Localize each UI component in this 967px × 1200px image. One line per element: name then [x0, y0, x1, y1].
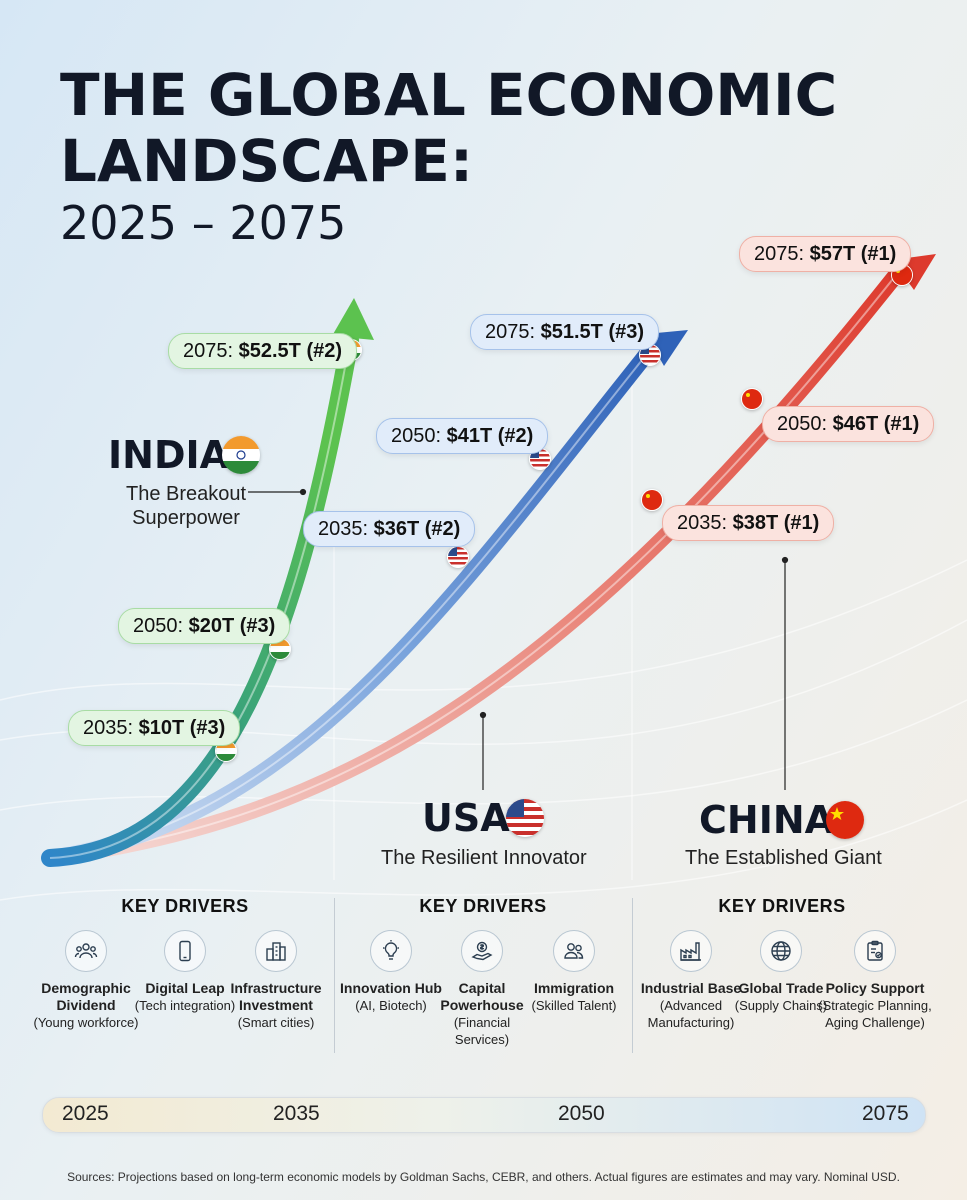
driver-title: Capital Powerhouse — [440, 980, 524, 1013]
driver-sub: (Young workforce) — [33, 1015, 139, 1030]
usa-2075-label: 2075: $51.5T (#3) — [470, 314, 660, 350]
swoosh-line — [0, 559, 967, 701]
driver-sub: (AI, Biotech) — [355, 998, 427, 1013]
china-curve — [42, 262, 908, 866]
driver-title: Demographic Dividend — [41, 980, 131, 1013]
driver-sub: (Strategic Planning, Aging Challenge) — [818, 998, 932, 1030]
timeline-year: 2075 — [862, 1102, 909, 1125]
usa-curve-highlight — [49, 349, 651, 859]
driver-sub: (Smart cities) — [237, 1015, 315, 1030]
timeline-year: 2035 — [273, 1102, 320, 1125]
driver-sub: (Supply Chains) — [734, 998, 828, 1013]
connector-dot — [479, 711, 487, 719]
title-line-1: THE GLOBAL ECONOMIC — [60, 61, 838, 129]
driver-sub: (Financial Services) — [453, 1015, 511, 1047]
timeline-year: 2025 — [62, 1102, 109, 1125]
swoosh-line — [0, 799, 967, 901]
india-tagline-1: The Breakout — [126, 483, 247, 505]
india-curve-highlight — [49, 339, 351, 859]
driver-item: Industrial Base (Advanced Manufacturing) — [635, 930, 747, 1031]
connector-dot — [781, 556, 789, 564]
india-arrowhead — [332, 298, 374, 340]
china-curve-highlight — [49, 269, 901, 859]
china-flag-icon — [826, 801, 864, 839]
india-tagline: The Breakout Superpower — [126, 482, 246, 530]
usa-curve — [42, 342, 658, 866]
driver-title: Infrastructure Investment — [230, 980, 322, 1013]
usa-flag-icon — [506, 799, 544, 837]
driver-title: Policy Support — [825, 980, 925, 996]
india-drivers-heading: KEY DRIVERS — [121, 896, 249, 916]
china-name: CHINA — [699, 798, 835, 842]
timeline-bar — [42, 1097, 926, 1133]
vertical-guides — [333, 360, 633, 880]
china-2075-label: 2075: $57T (#1) — [739, 236, 912, 272]
clipboard-icon — [854, 930, 896, 972]
series-india — [41, 298, 374, 867]
driver-sub: (Advanced Manufacturing) — [647, 998, 735, 1030]
driver-item: Capital Powerhouse (Financial Services) — [426, 930, 538, 1048]
india-2050-label: 2050: $20T (#3) — [118, 608, 291, 644]
india-flag-icon — [222, 436, 260, 474]
usa-2035-marker — [447, 546, 469, 568]
drivers-divider — [632, 898, 633, 1053]
india-2035-label: 2035: $10T (#3) — [68, 710, 241, 746]
page-title: THE GLOBAL ECONOMIC LANDSCAPE: — [60, 62, 880, 194]
china-2050-label: 2050: $46T (#1) — [762, 406, 935, 442]
swoosh-line — [0, 699, 967, 811]
china-tagline: The Established Giant — [685, 847, 882, 869]
usa-name: USA — [422, 796, 510, 840]
lightbulb-icon — [370, 930, 412, 972]
driver-sub: (Tech integration) — [134, 998, 236, 1013]
driver-item: Immigration (Skilled Talent) — [518, 930, 630, 1014]
sources-note: Sources: Projections based on long-term … — [67, 1170, 900, 1184]
title-line-2: LANDSCAPE: — [60, 127, 474, 195]
driver-title: Innovation Hub — [340, 980, 442, 996]
driver-title: Digital Leap — [145, 980, 225, 996]
china-drivers: KEY DRIVERS Industrial Base (Advanced Ma… — [637, 896, 932, 1030]
driver-title: Global Trade — [738, 980, 824, 996]
china-2050-marker — [741, 388, 763, 410]
users-icon — [553, 930, 595, 972]
usa-tagline: The Resilient Innovator — [381, 847, 587, 869]
buildings-icon — [255, 930, 297, 972]
china-2035-label: 2035: $38T (#1) — [662, 505, 835, 541]
money-hand-icon — [461, 930, 503, 972]
title-years: 2025 – 2075 — [60, 196, 347, 250]
smartphone-icon — [164, 930, 206, 972]
china-drivers-heading: KEY DRIVERS — [718, 896, 846, 916]
driver-item: Infrastructure Investment (Smart cities) — [220, 930, 332, 1031]
india-name: INDIA — [108, 433, 230, 477]
china-2035-marker — [641, 489, 663, 511]
driver-item: Demographic Dividend (Young workforce) — [30, 930, 142, 1031]
factory-icon — [670, 930, 712, 972]
usa-2050-label: 2050: $41T (#2) — [376, 418, 549, 454]
drivers-divider — [334, 898, 335, 1053]
driver-item: Global Trade (Supply Chains) — [725, 930, 837, 1014]
usa-2035-label: 2035: $36T (#2) — [303, 511, 476, 547]
usa-drivers-heading: KEY DRIVERS — [419, 896, 547, 916]
driver-title: Industrial Base — [640, 980, 742, 996]
driver-title: Immigration — [533, 980, 615, 996]
connector-lines — [248, 488, 789, 790]
timeline-year: 2050 — [558, 1102, 605, 1125]
connector-dot — [299, 488, 307, 496]
driver-item: Policy Support (Strategic Planning, Agin… — [815, 930, 935, 1031]
globe-icon — [760, 930, 802, 972]
india-drivers: KEY DRIVERS Demographic Dividend (Young … — [33, 896, 330, 1030]
driver-item: Digital Leap (Tech integration) — [129, 930, 241, 1014]
driver-sub: (Skilled Talent) — [531, 998, 617, 1013]
usa-drivers: KEY DRIVERS Innovation Hub (AI, Biotech)… — [337, 896, 629, 1047]
driver-item: Innovation Hub (AI, Biotech) — [335, 930, 447, 1014]
india-curve — [41, 331, 359, 867]
india-2075-label: 2075: $52.5T (#2) — [168, 333, 358, 369]
people-icon — [65, 930, 107, 972]
india-tagline-2: Superpower — [132, 507, 240, 529]
